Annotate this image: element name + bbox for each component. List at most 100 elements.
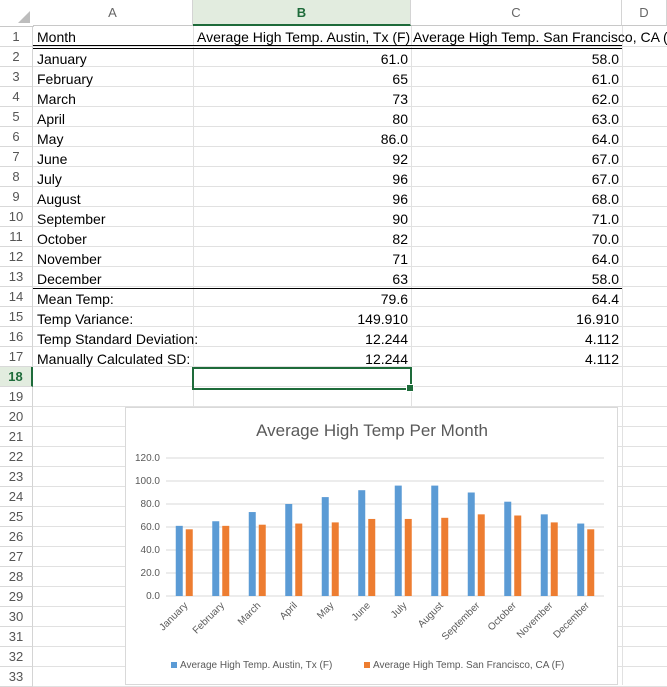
- cell-sf-temp[interactable]: 70.0: [591, 231, 619, 247]
- cell-stat-label[interactable]: Mean Temp:: [37, 291, 114, 307]
- cell-c1[interactable]: Average High Temp. San Francisco, CA (F): [413, 29, 667, 45]
- bar-sf-january[interactable]: [185, 529, 193, 596]
- cell-stat-sf[interactable]: 16.910: [576, 311, 619, 327]
- cell-austin-temp[interactable]: 90: [392, 211, 408, 227]
- cell-austin-temp[interactable]: 92: [392, 151, 408, 167]
- cell-stat-austin[interactable]: 149.910: [357, 311, 408, 327]
- row-header-33[interactable]: 33: [0, 667, 33, 687]
- cell-month[interactable]: October: [37, 231, 87, 247]
- bar-austin-june[interactable]: [358, 490, 366, 596]
- column-header-b[interactable]: B: [193, 0, 411, 26]
- cell-sf-temp[interactable]: 58.0: [591, 51, 619, 67]
- cell-sf-temp[interactable]: 67.0: [591, 151, 619, 167]
- row-header-23[interactable]: 23: [0, 467, 33, 487]
- bar-austin-february[interactable]: [212, 521, 220, 596]
- row-header-3[interactable]: 3: [0, 67, 33, 87]
- bar-austin-march[interactable]: [248, 512, 256, 596]
- row-header-17[interactable]: 17: [0, 347, 33, 367]
- cell-austin-temp[interactable]: 96: [392, 191, 408, 207]
- row-header-9[interactable]: 9: [0, 187, 33, 207]
- chart[interactable]: Average High Temp Per Month 0.0 20.0 40.0 6…: [125, 407, 618, 685]
- bar-austin-july[interactable]: [394, 485, 402, 596]
- cell-sf-temp[interactable]: 71.0: [591, 211, 619, 227]
- row-header-2[interactable]: 2: [0, 47, 33, 67]
- bar-sf-march[interactable]: [258, 524, 266, 596]
- select-all-corner[interactable]: [0, 0, 34, 27]
- cell-month[interactable]: December: [37, 271, 102, 287]
- row-header-27[interactable]: 27: [0, 547, 33, 567]
- cell-stat-label[interactable]: Temp Standard Deviation:: [37, 331, 199, 347]
- row-header-15[interactable]: 15: [0, 307, 33, 327]
- cell-sf-temp[interactable]: 61.0: [591, 71, 619, 87]
- row-header-1[interactable]: 1: [0, 27, 33, 47]
- cell-stat-austin[interactable]: 12.244: [365, 351, 408, 367]
- bar-sf-october[interactable]: [514, 515, 522, 597]
- bar-sf-december[interactable]: [587, 529, 595, 596]
- row-header-29[interactable]: 29: [0, 587, 33, 607]
- row-header-4[interactable]: 4: [0, 87, 33, 107]
- bar-austin-may[interactable]: [321, 497, 329, 596]
- cell-austin-temp[interactable]: 71: [392, 251, 408, 267]
- cell-sf-temp[interactable]: 64.0: [591, 131, 619, 147]
- row-header-20[interactable]: 20: [0, 407, 33, 427]
- fill-handle[interactable]: [406, 384, 414, 392]
- row-header-7[interactable]: 7: [0, 147, 33, 167]
- row-header-19[interactable]: 19: [0, 387, 33, 407]
- cell-month[interactable]: September: [37, 211, 106, 227]
- cell-austin-temp[interactable]: 96: [392, 171, 408, 187]
- cell-austin-temp[interactable]: 86.0: [380, 131, 408, 147]
- bar-sf-april[interactable]: [295, 523, 303, 596]
- cell-stat-sf[interactable]: 4.112: [585, 331, 619, 347]
- cell-stat-label[interactable]: Temp Variance:: [37, 311, 134, 327]
- cell-month[interactable]: June: [37, 151, 68, 167]
- row-header-22[interactable]: 22: [0, 447, 33, 467]
- bar-sf-february[interactable]: [222, 525, 230, 596]
- row-header-18[interactable]: 18: [0, 367, 33, 387]
- row-header-14[interactable]: 14: [0, 287, 33, 307]
- row-header-13[interactable]: 13: [0, 267, 33, 287]
- cell-month[interactable]: November: [37, 251, 102, 267]
- cell-month[interactable]: July: [37, 171, 62, 187]
- row-header-10[interactable]: 10: [0, 207, 33, 227]
- row-header-11[interactable]: 11: [0, 227, 33, 247]
- row-header-31[interactable]: 31: [0, 627, 33, 647]
- column-header-d[interactable]: D: [622, 0, 667, 26]
- row-header-26[interactable]: 26: [0, 527, 33, 547]
- column-header-a[interactable]: A: [33, 0, 193, 26]
- cell-stat-austin[interactable]: 79.6: [380, 291, 408, 307]
- row-header-16[interactable]: 16: [0, 327, 33, 347]
- bar-sf-november[interactable]: [550, 522, 558, 596]
- row-header-30[interactable]: 30: [0, 607, 33, 627]
- row-header-25[interactable]: 25: [0, 507, 33, 527]
- row-header-8[interactable]: 8: [0, 167, 33, 187]
- cell-month[interactable]: January: [37, 51, 87, 67]
- cell-austin-temp[interactable]: 80: [392, 111, 408, 127]
- bar-sf-june[interactable]: [368, 518, 376, 596]
- cell-month[interactable]: February: [37, 71, 94, 87]
- row-header-21[interactable]: 21: [0, 427, 33, 447]
- cell-stat-austin[interactable]: 12.244: [365, 331, 408, 347]
- cell-sf-temp[interactable]: 64.0: [591, 251, 619, 267]
- cell-month[interactable]: April: [37, 111, 66, 127]
- bar-sf-september[interactable]: [477, 514, 485, 596]
- cell-sf-temp[interactable]: 58.0: [591, 271, 619, 287]
- cell-stat-sf[interactable]: 64.4: [591, 291, 619, 307]
- row-header-5[interactable]: 5: [0, 107, 33, 127]
- bar-sf-august[interactable]: [441, 517, 449, 596]
- cell-month[interactable]: March: [37, 91, 76, 107]
- bar-sf-july[interactable]: [404, 518, 412, 596]
- row-header-28[interactable]: 28: [0, 567, 33, 587]
- bar-austin-december[interactable]: [577, 523, 585, 596]
- cell-sf-temp[interactable]: 63.0: [591, 111, 619, 127]
- cell-stat-label[interactable]: Manually Calculated SD:: [37, 351, 191, 367]
- cell-month[interactable]: May: [37, 131, 64, 147]
- column-header-c[interactable]: C: [411, 0, 622, 26]
- bar-austin-august[interactable]: [431, 485, 439, 596]
- bar-austin-january[interactable]: [175, 525, 183, 596]
- cell-month[interactable]: August: [37, 191, 81, 207]
- bar-sf-may[interactable]: [331, 522, 339, 596]
- row-header-24[interactable]: 24: [0, 487, 33, 507]
- cell-sf-temp[interactable]: 62.0: [591, 91, 619, 107]
- cell-austin-temp[interactable]: 63: [392, 271, 408, 287]
- cell-b1[interactable]: Average High Temp. Austin, Tx (F): [197, 29, 411, 45]
